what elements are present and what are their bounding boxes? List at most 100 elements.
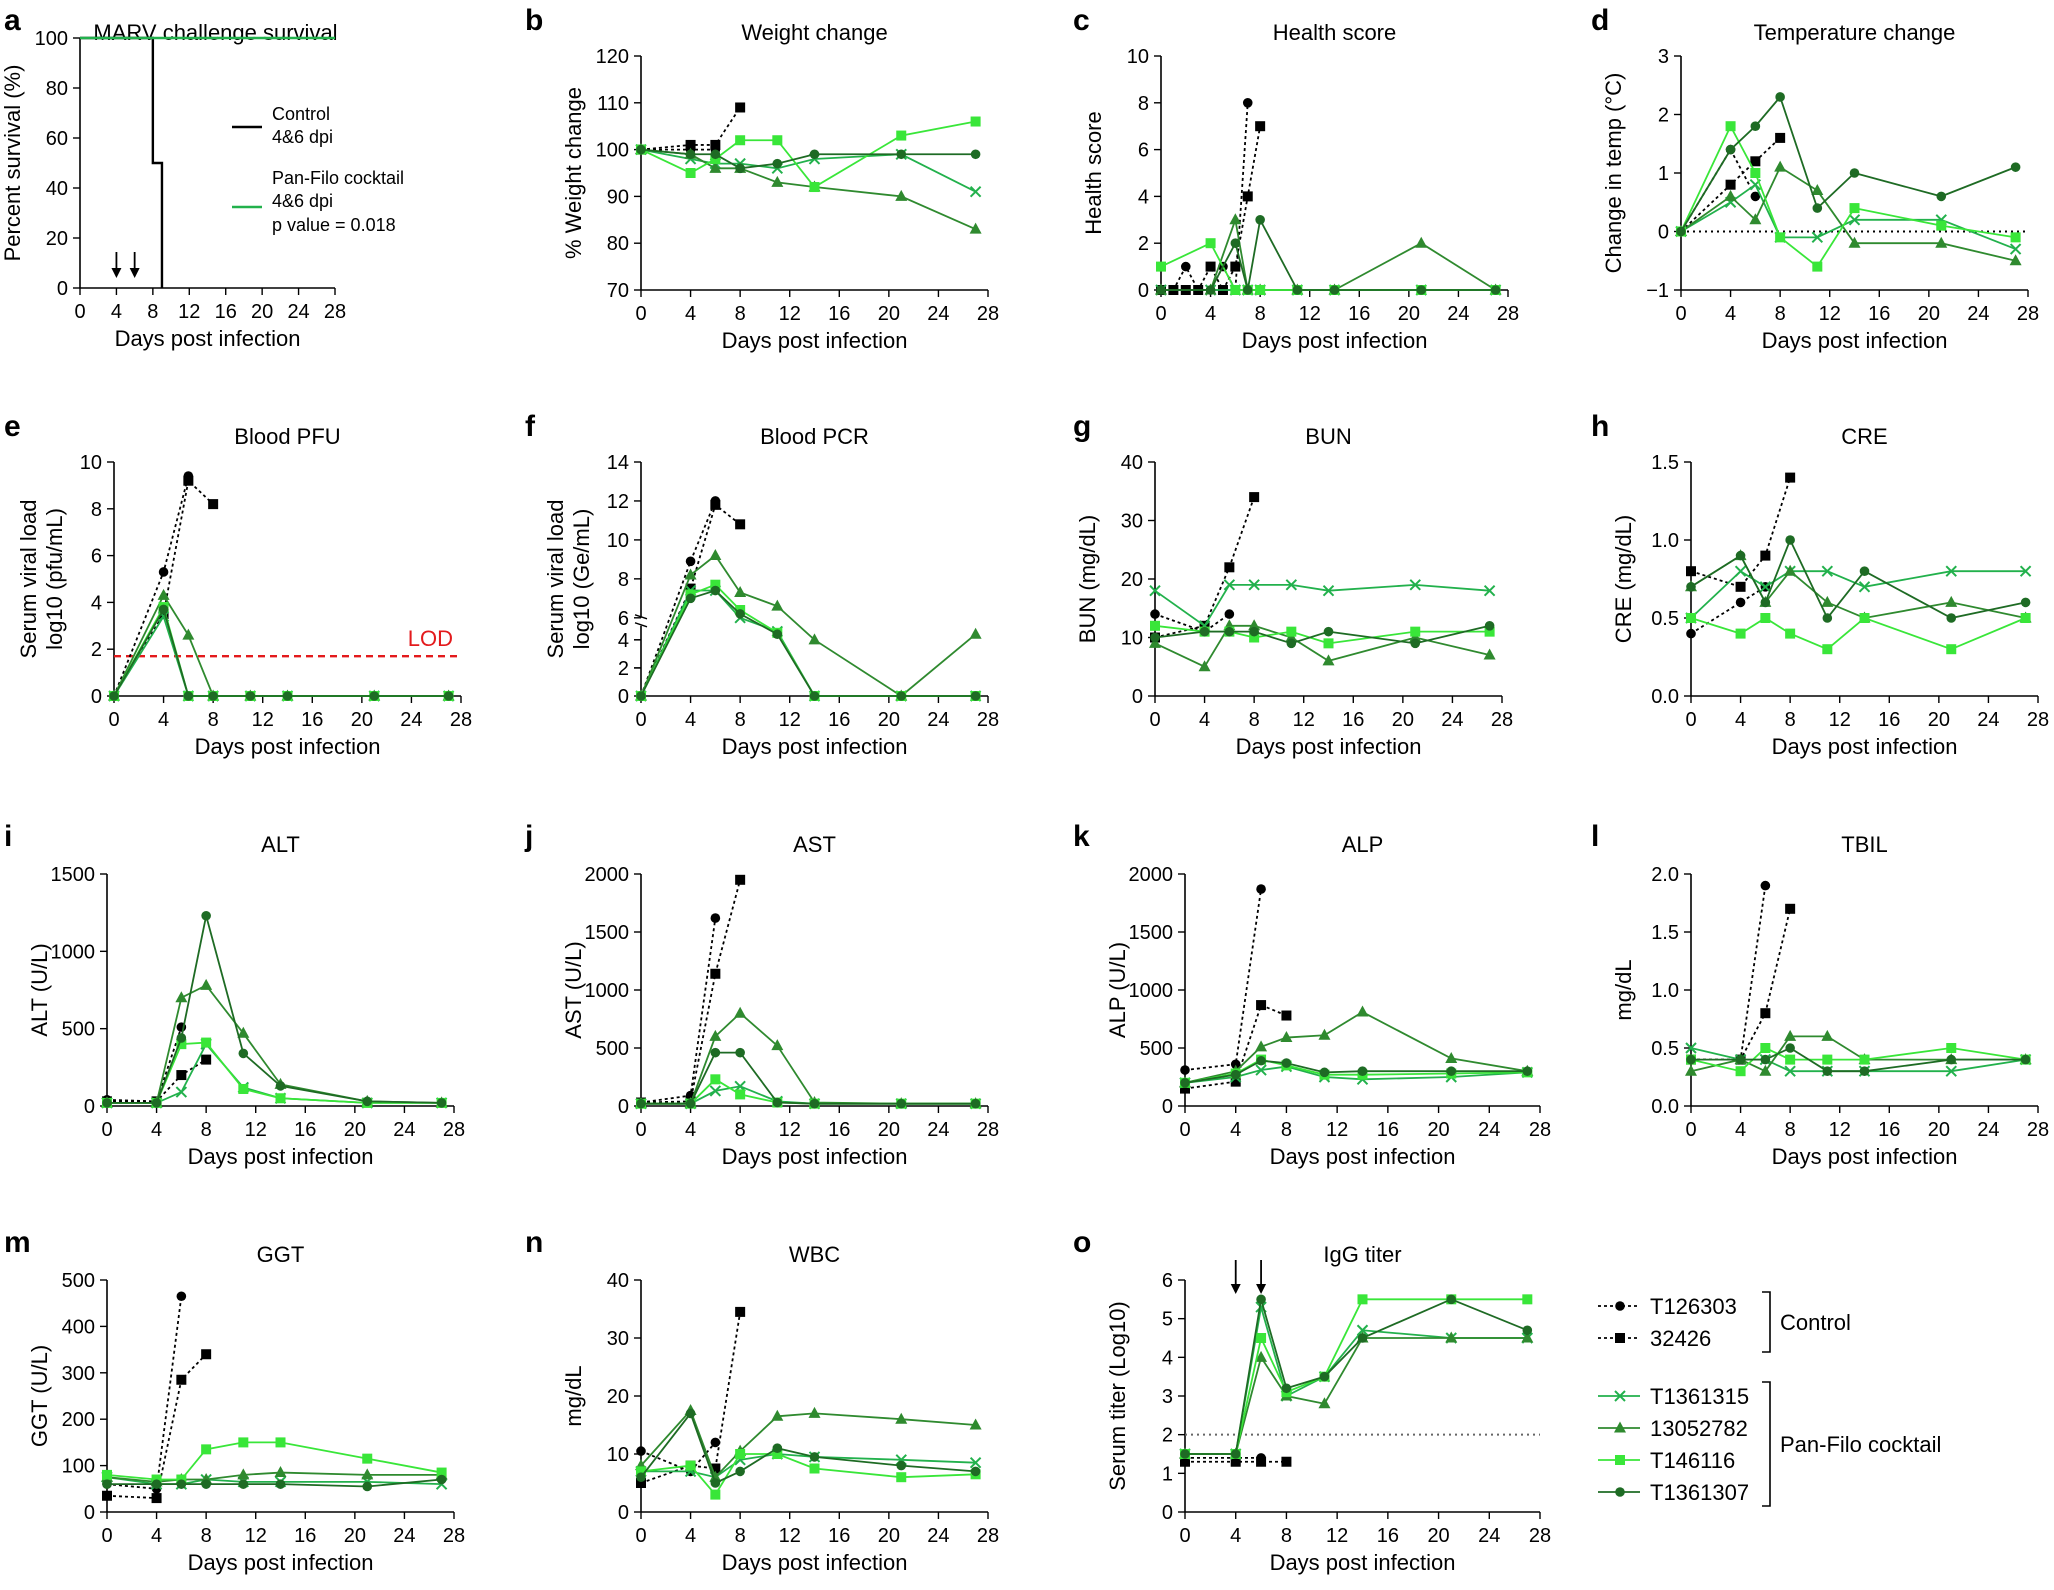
x-tick-label: 16 — [1878, 709, 1900, 731]
series-13052782 — [1675, 160, 2022, 266]
legend-group-label: Control — [1780, 1310, 1851, 1335]
data-point — [1775, 132, 1786, 143]
data-point — [685, 139, 696, 150]
data-point — [1725, 121, 1736, 132]
x-tick-label: 8 — [1255, 303, 1266, 325]
x-tick-label: 16 — [215, 301, 237, 323]
data-point — [1735, 597, 1746, 608]
data-point — [1785, 472, 1796, 483]
x-tick-label: 0 — [635, 709, 646, 731]
data-point — [710, 968, 721, 979]
series-line — [1161, 217, 1496, 291]
data-point — [1230, 1456, 1241, 1467]
y-tick-label: 80 — [607, 233, 629, 255]
data-point — [1242, 191, 1253, 202]
data-point — [771, 1409, 784, 1421]
data-point — [201, 1479, 211, 1489]
y-tick-label: 30 — [1121, 511, 1143, 533]
data-point — [1945, 1065, 1957, 1077]
data-point — [1785, 1054, 1796, 1065]
series-13052782 — [1179, 1331, 1534, 1459]
data-point — [685, 1098, 696, 1109]
data-point — [809, 149, 820, 160]
series-32426 — [1180, 1456, 1292, 1467]
data-point — [1935, 236, 1948, 248]
x-tick-label: 8 — [1785, 1119, 1796, 1141]
axis-break-gap — [633, 617, 649, 626]
data-point — [1230, 1449, 1241, 1459]
series-line — [640, 554, 977, 698]
data-point — [176, 1479, 187, 1489]
data-point — [201, 1054, 212, 1065]
x-tick-label: 8 — [1775, 303, 1786, 325]
panel-letter: f — [525, 410, 536, 443]
y-axis-label: ALP (U/L) — [1105, 942, 1130, 1038]
series-line — [1185, 1337, 1528, 1455]
y-tick-label: 14 — [607, 452, 629, 474]
data-point — [1230, 285, 1241, 295]
data-point — [1859, 1066, 1870, 1076]
series-13052782 — [101, 978, 448, 1108]
y-tick-label: 6 — [618, 608, 629, 630]
x-tick-label: 24 — [393, 1525, 415, 1547]
series-T1361307 — [1180, 1294, 1533, 1459]
data-point — [1785, 1043, 1795, 1053]
series-line — [1690, 537, 2026, 620]
y-axis-label: Serum viral load — [16, 500, 41, 659]
data-point — [1859, 1054, 1870, 1065]
x-tick-label: 4 — [1735, 709, 1746, 731]
y-tick-label: 2000 — [585, 864, 630, 886]
x-tick-label: 8 — [1249, 709, 1260, 731]
data-point — [201, 1349, 212, 1360]
data-point — [709, 548, 722, 560]
x-tick-label: 24 — [1478, 1525, 1500, 1547]
data-point — [275, 1081, 286, 1091]
x-tick-label: 0 — [1179, 1525, 1190, 1547]
data-point — [1323, 638, 1334, 649]
x-tick-label: 0 — [635, 1525, 646, 1547]
y-tick-label: 1.0 — [1651, 530, 1679, 552]
y-tick-label: 0.0 — [1651, 1096, 1679, 1118]
data-point — [1946, 644, 1957, 655]
y-tick-label: 100 — [62, 1456, 95, 1478]
series-T126303 — [636, 496, 721, 701]
panel-l: l TBIL 0.0 0.5 1.0 1.5 2.0 0 4 8 12 16 20 24 28 Days po… — [1591, 820, 2049, 1169]
x-tick-label: 4 — [151, 1119, 162, 1141]
data-point — [369, 691, 380, 701]
chart-title: CRE — [1841, 424, 1887, 449]
panel-letter: d — [1591, 4, 1609, 37]
data-point — [1759, 581, 1772, 593]
data-point — [734, 1006, 747, 1018]
series-line — [1184, 888, 1262, 1071]
dosing-arrow-head — [1230, 1284, 1241, 1294]
data-point — [710, 1437, 721, 1448]
x-tick-label: 12 — [252, 709, 274, 731]
x-tick-label: 20 — [1918, 303, 1940, 325]
series-T1361307 — [109, 604, 454, 701]
series-32426 — [102, 1349, 212, 1504]
data-point — [1945, 565, 1957, 577]
data-point — [1750, 121, 1761, 131]
x-tick-label: 0 — [635, 1119, 646, 1141]
y-tick-label: 40 — [1121, 452, 1143, 474]
data-point — [1256, 1055, 1266, 1066]
x-tick-label: 12 — [1326, 1525, 1348, 1547]
y-tick-label: 0 — [1658, 222, 1669, 244]
data-point — [175, 1086, 188, 1098]
panel-n: n WBC 0 10 20 30 40 0 4 8 12 16 20 24 28 Days post infe… — [525, 1226, 999, 1575]
data-point — [1750, 168, 1761, 178]
x-tick-label: 16 — [294, 1525, 316, 1547]
data-point — [1410, 638, 1421, 649]
series-line — [1154, 496, 1255, 639]
data-point — [237, 1026, 250, 1038]
data-point — [896, 130, 907, 141]
data-point — [1945, 595, 1958, 607]
data-point — [1785, 903, 1796, 914]
y-tick-label: 1.0 — [1651, 980, 1679, 1002]
data-point — [1775, 92, 1785, 102]
legend-label: 4&6 dpi — [272, 127, 333, 147]
data-point — [809, 691, 820, 701]
y-tick-label: 0 — [1132, 686, 1143, 708]
x-tick-label: 20 — [878, 1119, 900, 1141]
data-point — [1357, 1333, 1368, 1343]
